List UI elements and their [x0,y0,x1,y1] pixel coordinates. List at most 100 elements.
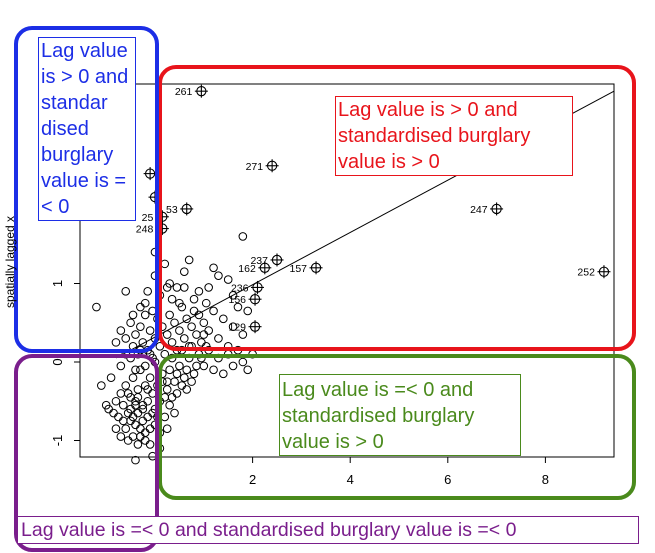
data-point [121,287,131,296]
data-point [179,334,189,343]
data-point [131,330,140,339]
plot-frame [79,83,615,458]
data-point [228,322,238,331]
y-tick-label: 1 [50,280,65,287]
point-label: 157 [290,263,308,275]
data-point [140,361,150,371]
data-point [128,432,138,441]
data-point [136,432,145,441]
point-label: 162 [238,263,256,275]
data-point [238,330,248,339]
data-point [131,420,140,430]
data-point [243,306,253,316]
data-point [114,412,123,422]
data-point [140,310,150,320]
data-point [182,314,192,324]
data-point [138,416,148,426]
data-point [123,389,133,398]
data-point [145,424,155,434]
data-point [143,412,152,422]
data-point [106,373,116,383]
x-tick-label: 2 [249,472,256,487]
data-point [145,326,155,335]
data-point [145,440,155,449]
data-point [192,361,201,371]
data-point [133,393,143,402]
plot-area-border [79,83,615,458]
data-point [97,381,106,390]
x-tick-label: 8 [542,472,549,487]
y-axis-label: spatially lagged x [3,215,17,309]
data-point [209,365,218,375]
point-label: 248 [136,224,154,236]
x-tick-label: 6 [444,472,451,487]
data-point [116,326,126,335]
data-point [143,287,152,296]
data-point [167,338,177,347]
quadrant-q4-annotation: Lag value is =< 0 and standardised burgl… [279,374,521,456]
data-point [123,436,133,445]
point-label: 237 [250,255,268,267]
data-point [204,283,213,292]
data-point [160,412,170,422]
data-point [138,338,148,347]
point-label: 247 [470,204,488,216]
data-point [131,455,140,465]
data-point [126,318,135,328]
data-point [111,396,121,406]
data-point [162,385,172,394]
data-point [143,396,152,406]
quadrant-q3-annotation: Lag value is =< 0 and standardised burgl… [17,516,639,544]
axes: 2 4 6 8 -1 0 1 [50,280,549,487]
data-point [101,400,111,410]
data-point [109,408,118,418]
data-point [160,259,170,269]
quadrant-q2-annotation: Lag value is > 0 and standar dised burgl… [38,37,136,221]
data-point [182,365,192,375]
data-point [179,267,189,277]
data-point [228,290,238,300]
data-point [187,322,196,331]
data-point [209,263,218,273]
data-point [111,338,121,347]
data-point [162,330,172,339]
quadrant-highlights [14,26,636,552]
point-label: 53 [166,204,178,216]
data-point [143,385,152,394]
data-point [179,373,189,383]
data-point [165,310,174,320]
point-label: 25 [142,212,154,224]
data-point [136,302,145,312]
data-point [140,298,150,308]
data-point [140,436,150,445]
y-tick-label: -1 [50,435,65,447]
data-point [167,294,177,304]
data-point [116,361,126,371]
data-point [199,318,209,328]
x-tick-label: 4 [347,472,354,487]
data-point [165,365,174,375]
data-point [172,389,182,398]
data-point [170,408,179,418]
point-label: 129 [229,322,247,334]
data-point [126,404,135,414]
data-point [175,361,184,371]
data-point [189,369,199,379]
data-point [233,302,243,312]
data-point [175,326,184,335]
data-point [118,400,128,410]
data-point [189,294,199,304]
data-point [170,318,179,328]
data-point [138,400,148,410]
quadrant-q2-box [14,26,159,353]
data-point [128,310,138,320]
data-point [209,306,218,316]
data-point [111,424,121,434]
data-point [197,338,206,347]
data-point [136,424,145,434]
data-point [133,440,143,449]
data-point [121,334,131,343]
data-point [162,283,172,292]
